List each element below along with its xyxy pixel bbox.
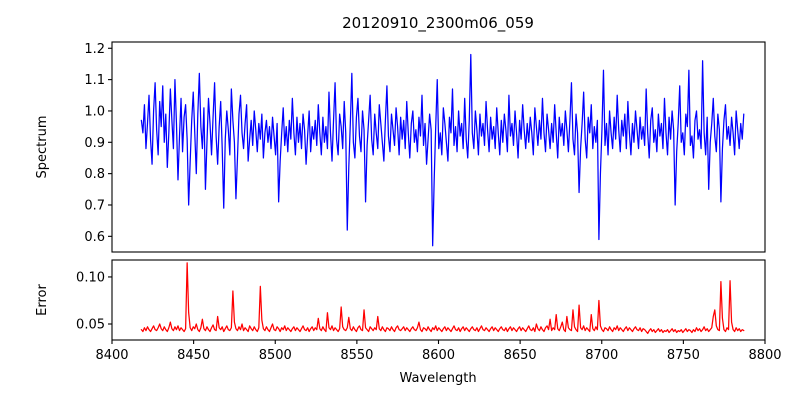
error-panel: 0.05 0.10 Error xyxy=(35,259,766,341)
error-y-tick-label: 0.05 xyxy=(76,318,105,333)
spectrum-panel: 0.6 0.7 0.8 0.9 1.0 1.1 1.2 Spectrum xyxy=(35,41,766,253)
spectrum-y-tick-label: 1.2 xyxy=(84,42,105,57)
spectrum-y-tick-label: 0.7 xyxy=(84,198,105,213)
error-y-tick-label: 0.10 xyxy=(76,270,105,285)
spectrum-y-tick-label: 0.9 xyxy=(84,136,105,151)
error-line xyxy=(140,262,745,335)
spectrum-axes-frame xyxy=(111,41,766,253)
spectrum-y-tick-label: 0.6 xyxy=(84,230,105,245)
chart-title: 20120910_2300m06_059 xyxy=(342,14,534,33)
error-y-axis-label: Error xyxy=(35,284,50,316)
spectrum-y-axis-label: Spectrum xyxy=(35,116,50,179)
spectrum-y-tick-label: 1.1 xyxy=(84,73,105,88)
spectrum-y-tick-label: 0.8 xyxy=(84,167,105,182)
x-tick-label: 8600 xyxy=(422,348,455,363)
x-tick-label: 8400 xyxy=(95,348,128,363)
spectrum-y-tick-label: 1.0 xyxy=(84,104,105,119)
x-tick-label: 8450 xyxy=(177,348,210,363)
x-tick-label: 8500 xyxy=(259,348,292,363)
spectrum-line xyxy=(140,53,745,247)
x-tick-label: 8550 xyxy=(340,348,373,363)
x-axis: 8400 8450 8500 8550 8600 8650 8700 8750 8800 xyxy=(95,340,782,363)
x-axis-label: Wavelength xyxy=(399,371,476,386)
x-tick-label: 8800 xyxy=(748,348,781,363)
x-tick-label: 8700 xyxy=(585,348,618,363)
x-tick-label: 8650 xyxy=(504,348,537,363)
x-tick-label: 8750 xyxy=(667,348,700,363)
